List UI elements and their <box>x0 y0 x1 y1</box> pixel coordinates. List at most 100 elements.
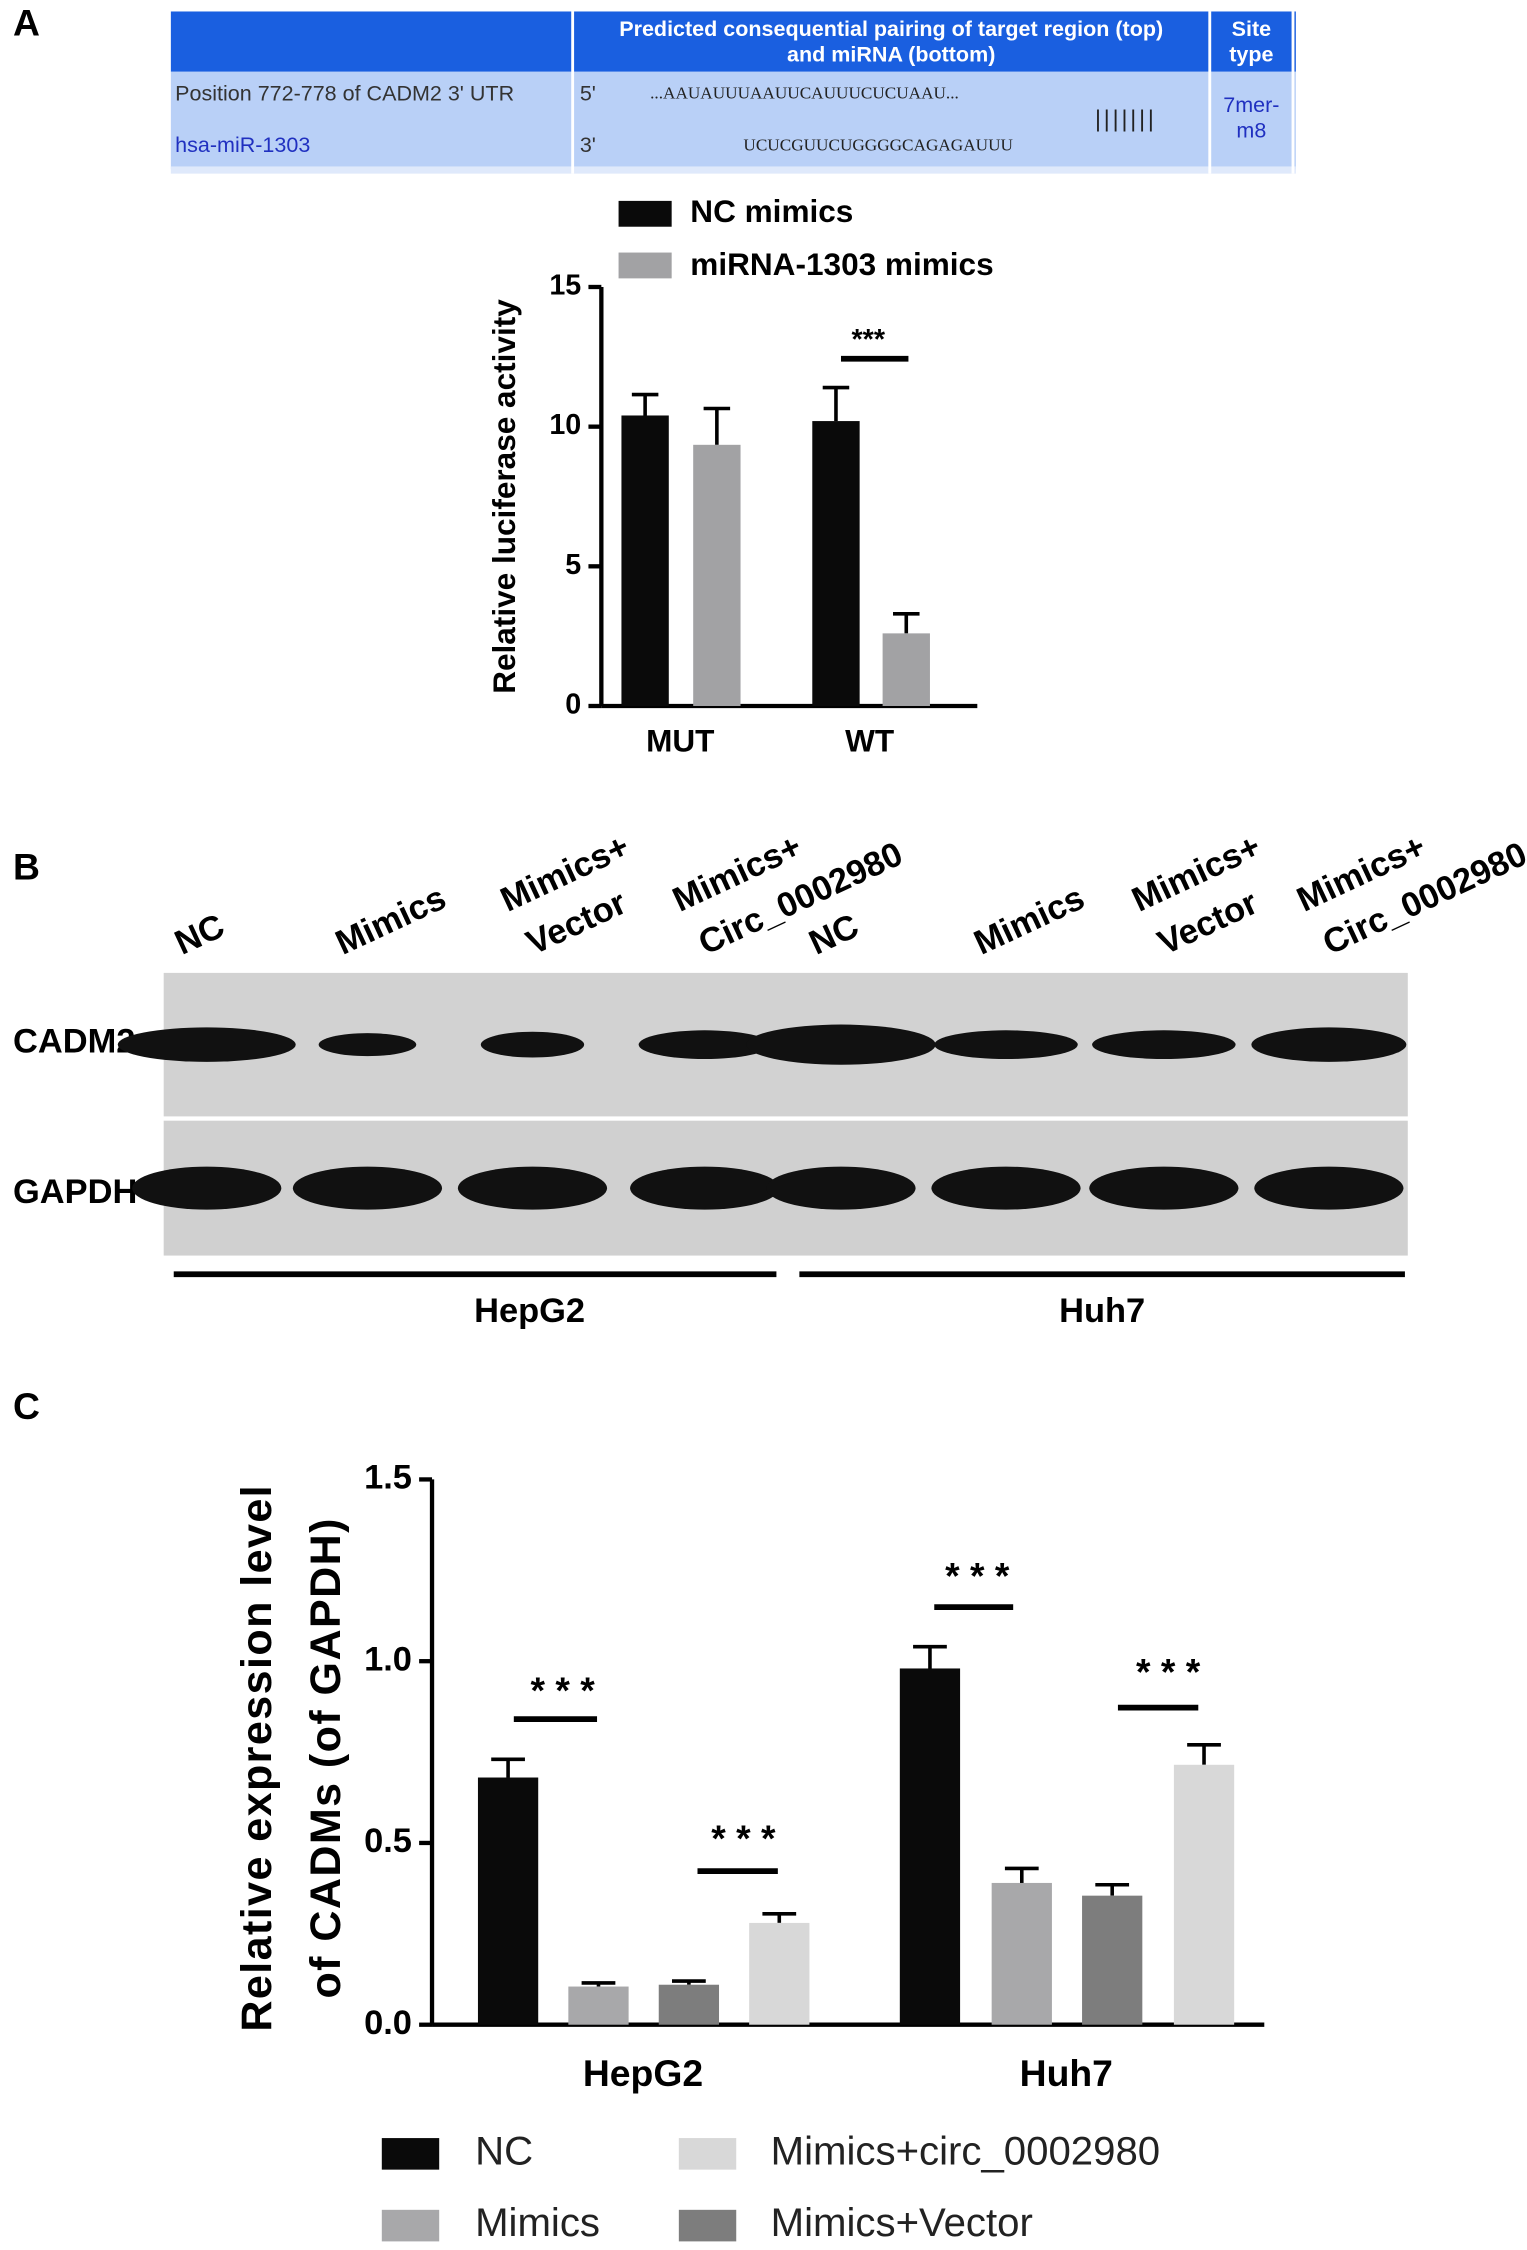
y-tick-label: 10 <box>549 409 581 441</box>
legend-label: Mimics <box>475 2200 600 2245</box>
significance-label: * * * <box>711 1817 776 1859</box>
row-label: GAPDH <box>13 1173 137 1211</box>
band <box>630 1166 780 1210</box>
error-bar <box>913 1644 947 1669</box>
legend-swatch <box>381 2138 440 2170</box>
bar <box>477 1777 539 2025</box>
error-bar <box>762 1912 797 1923</box>
bar <box>899 1668 961 2025</box>
lane-label: NC <box>803 907 864 962</box>
band <box>638 1030 771 1059</box>
table-edge <box>170 166 1296 174</box>
table-cell: hsa-miR-1303 <box>175 133 310 157</box>
lane-label: Mimics <box>330 879 452 963</box>
band <box>457 1166 608 1210</box>
band <box>292 1166 443 1210</box>
band <box>480 1031 585 1058</box>
bar <box>1173 1764 1235 2025</box>
bar <box>749 1922 810 2025</box>
bar <box>658 1984 720 2025</box>
band <box>132 1166 282 1210</box>
bar <box>812 421 860 706</box>
table-cell: m8 <box>1236 119 1266 143</box>
y-tick-label: 0.0 <box>364 2004 412 2042</box>
error-bar <box>1187 1743 1221 1765</box>
significance-label: * * * <box>530 1669 595 1711</box>
y-tick-label: 15 <box>549 270 581 302</box>
y-tick-label: 0.5 <box>364 1822 412 1860</box>
legend-swatch <box>618 252 672 279</box>
band <box>1254 1166 1404 1210</box>
table-header <box>170 11 1296 72</box>
y-axis-label: of CADMs (of GAPDH) <box>302 1517 350 1998</box>
bar <box>1082 1895 1143 2025</box>
error-bar <box>893 612 920 634</box>
legend-swatch <box>678 2138 737 2170</box>
y-axis-label: Relative luciferase activity <box>486 299 522 694</box>
bar <box>568 1986 629 2025</box>
group-label: HepG2 <box>474 1292 585 1330</box>
band <box>931 1166 1081 1210</box>
target-table: Predicted consequential pairing of targe… <box>170 11 1296 174</box>
error-bar <box>631 392 659 416</box>
sequence: UCUCGUUCUGGGGCAGAGAUUU <box>743 135 1013 154</box>
significance-label: * * * <box>945 1554 1010 1596</box>
y-axis-label: Relative expression level <box>233 1484 281 2032</box>
table-cell: 5' <box>580 81 596 105</box>
band <box>746 1024 936 1065</box>
band <box>1089 1166 1239 1210</box>
error-bar <box>1004 1866 1039 1883</box>
legend-label: NC <box>475 2128 533 2173</box>
x-tick-label: MUT <box>646 723 714 759</box>
x-tick-label: Huh7 <box>1020 2052 1113 2094</box>
table-body <box>170 71 1296 170</box>
panel-letter: C <box>13 1385 40 1427</box>
group-label: Huh7 <box>1059 1292 1145 1330</box>
band <box>117 1027 296 1062</box>
sequence: ...AAUAUUUAAUUCAUUUCUCUAAU... <box>650 84 959 103</box>
panel-letter: B <box>13 845 40 887</box>
lane-label: Mimics <box>968 879 1090 963</box>
panel-letter: A <box>13 2 40 44</box>
significance-label: * * * <box>1136 1650 1201 1692</box>
lane-label: NC <box>169 907 230 962</box>
legend-swatch <box>381 2209 440 2242</box>
western-blot: CADM2 GAPDH HepG2 Huh7 NC MimicsMimics+Ve… <box>13 827 1527 1330</box>
legend-label: Mimics+Vector <box>771 2200 1033 2245</box>
bar <box>991 1882 1052 2025</box>
x-tick-label: HepG2 <box>583 2052 703 2094</box>
bar <box>693 444 741 706</box>
band <box>766 1166 916 1210</box>
band <box>1092 1030 1236 1059</box>
y-tick-label: 0 <box>565 689 581 721</box>
error-bar <box>581 1981 616 1987</box>
table-header-text: type <box>1229 43 1273 67</box>
table-cell: 7mer- <box>1223 93 1279 117</box>
bar <box>621 415 669 706</box>
legend-swatch <box>618 200 672 227</box>
error-bar <box>491 1757 525 1778</box>
legend-label: Mimics+circ_0002980 <box>771 2128 1160 2173</box>
legend-label: miRNA-1303 mimics <box>690 246 993 282</box>
table-cell: 3' <box>580 133 596 157</box>
band <box>934 1030 1078 1059</box>
y-tick-label: 1.0 <box>364 1640 412 1678</box>
table-header-text: Predicted consequential pairing of targe… <box>619 17 1163 41</box>
pairing: ||||||| <box>1095 106 1157 132</box>
row-label: CADM2 <box>13 1022 135 1060</box>
y-tick-label: 5 <box>565 549 581 581</box>
y-tick-label: 1.5 <box>364 1459 412 1497</box>
error-bar <box>1095 1882 1130 1896</box>
table-cell: Position 772-778 of CADM2 3' UTR <box>175 81 514 105</box>
x-tick-label: WT <box>845 723 894 759</box>
band <box>318 1033 417 1057</box>
legend-swatch <box>678 2209 737 2242</box>
error-bar <box>822 385 850 422</box>
error-bar <box>672 1979 706 1985</box>
significance-label: *** <box>852 324 886 356</box>
table-header-text: Site <box>1232 17 1271 41</box>
legend-label: NC mimics <box>690 193 853 229</box>
table-header-text: and miRNA (bottom) <box>787 43 995 67</box>
bar <box>882 633 930 706</box>
